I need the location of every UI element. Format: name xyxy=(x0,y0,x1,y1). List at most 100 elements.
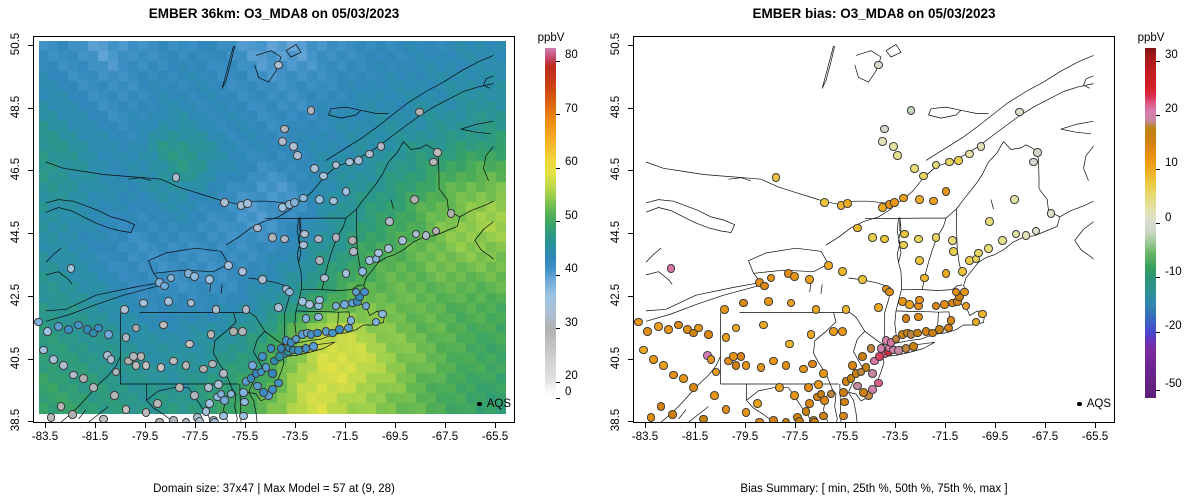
bias-map-panel: EMBER bias: O3_MDA8 on 05/03/2023 AQS -8… xyxy=(600,0,1200,502)
aqs-bias-dot xyxy=(910,163,920,173)
aqs-bias-dot xyxy=(805,399,815,408)
aqs-bias-dot xyxy=(642,326,652,336)
aqs-bias-dot xyxy=(781,417,791,422)
aqs-obs-dot xyxy=(306,105,316,115)
aqs-obs-dot xyxy=(410,195,420,204)
aqs-bias-dot xyxy=(856,367,866,377)
aqs-obs-dot xyxy=(224,261,233,270)
aqs-bias-dot xyxy=(829,326,838,336)
aqs-obs-dot xyxy=(121,405,131,414)
aqs-obs-dot xyxy=(205,399,215,408)
aqs-bias-dot xyxy=(899,193,908,203)
colorbar-tick xyxy=(1156,331,1160,333)
x-axis-tick xyxy=(395,423,396,428)
aqs-obs-dot xyxy=(280,234,290,244)
aqs-obs-dot xyxy=(131,323,141,333)
aqs-bias-dot xyxy=(731,361,741,371)
x-axis-tick-label: -81.5 xyxy=(81,431,109,443)
aqs-obs-dot xyxy=(247,361,257,371)
aqs-bias-dot xyxy=(752,399,762,408)
aqs-bias-dot xyxy=(965,149,975,159)
aqs-obs-dot xyxy=(421,231,431,240)
aqs-obs-dot xyxy=(159,320,168,330)
colorbar-tick xyxy=(1156,389,1160,391)
aqs-obs-dot xyxy=(346,316,356,325)
aqs-obs-dot xyxy=(169,356,178,366)
y-axis-tick xyxy=(28,295,33,297)
aqs-obs-dot xyxy=(190,272,200,281)
aqs-bias-dot xyxy=(699,414,708,422)
aqs-obs-dot xyxy=(79,374,88,383)
aqs-obs-dot xyxy=(124,356,133,366)
y-axis-tick-label: 38.5 xyxy=(610,409,622,432)
aqs-bias-dot xyxy=(951,287,961,297)
aqs-bias-dot xyxy=(961,301,971,311)
aqs-bias-dot xyxy=(766,273,776,283)
y-axis-tick xyxy=(628,45,633,46)
colorbar-tick-label: -10 xyxy=(1165,265,1182,278)
aqs-obs-dot xyxy=(139,298,148,308)
aqs-bias-dot xyxy=(960,287,970,297)
aqs-obs-dot xyxy=(314,234,323,244)
right-colorbar-title: ppbV xyxy=(1137,32,1165,44)
aqs-legend-left: AQS xyxy=(477,398,511,410)
aqs-obs-dot xyxy=(270,356,280,366)
aqs-dot-icon xyxy=(1077,401,1082,407)
colorbar-tick xyxy=(556,397,560,399)
colorbar-tick-label: 30 xyxy=(1165,49,1178,61)
aqs-bias-dot xyxy=(639,345,648,355)
aqs-bias-dot xyxy=(915,256,925,266)
aqs-obs-dot xyxy=(237,326,247,336)
aqs-bias-dot xyxy=(704,330,713,339)
aqs-bias-dot xyxy=(721,405,731,414)
aqs-bias-dot xyxy=(890,198,900,208)
aqs-bias-dot xyxy=(880,124,890,134)
y-axis-tick-label: 46.5 xyxy=(10,158,22,181)
colorbar-tick xyxy=(1156,168,1160,170)
y-axis-tick-label: 42.5 xyxy=(610,283,622,306)
aqs-obs-dot xyxy=(290,198,300,208)
aqs-obs-dot xyxy=(315,295,325,305)
aqs-bias-dot xyxy=(785,339,795,349)
aqs-obs-dot xyxy=(211,305,221,314)
aqs-bias-dot xyxy=(1011,229,1021,239)
x-axis-tick-label: -71.5 xyxy=(331,431,359,443)
aqs-bias-dot xyxy=(974,248,983,258)
aqs-bias-dot xyxy=(954,156,963,165)
colorbar-tick xyxy=(556,60,560,62)
aqs-obs-dot xyxy=(206,330,216,339)
x-axis-tick xyxy=(245,423,246,428)
aqs-obs-dot xyxy=(219,411,228,421)
aqs-bias-dot xyxy=(805,275,815,284)
y-axis-tick xyxy=(28,358,33,360)
aqs-obs-dot xyxy=(226,389,236,399)
aqs-bias-dot xyxy=(929,196,938,206)
aqs-bias-dot xyxy=(1021,231,1031,240)
aqs-obs-dot xyxy=(89,328,98,338)
bias-plot-area: AQS xyxy=(633,36,1115,423)
aqs-obs-dot xyxy=(220,395,230,405)
aqs-obs-dot xyxy=(106,355,116,364)
aqs-obs-dot xyxy=(309,342,318,351)
y-axis-tick-label: 50.5 xyxy=(10,32,22,56)
aqs-obs-dot xyxy=(374,248,383,258)
aqs-obs-dot xyxy=(365,149,375,159)
aqs-obs-dot xyxy=(56,402,66,411)
aqs-bias-dot xyxy=(807,359,817,369)
aqs-obs-dot xyxy=(256,367,266,377)
colorbar-tick xyxy=(1156,114,1160,116)
colorbar-tick-label: 10 xyxy=(1165,157,1178,170)
aqs-legend-label: AQS xyxy=(1086,398,1111,410)
colorbar-tick xyxy=(556,274,560,276)
aqs-bias-dot xyxy=(899,240,908,250)
x-axis-tick xyxy=(345,423,346,428)
left-panel-title: EMBER 36km: O3_MDA8 on 05/03/2023 xyxy=(148,6,400,21)
bias-colorbar: 30 20 10 0 -10 -20 -50 xyxy=(1145,48,1182,398)
aqs-bias-dot xyxy=(689,383,698,392)
aqs-obs-dot xyxy=(335,325,345,334)
aqs-obs-dot xyxy=(169,416,178,422)
aqs-bias-dot xyxy=(891,334,901,344)
y-axis-tick xyxy=(28,107,33,109)
aqs-obs-dot xyxy=(141,361,151,371)
aqs-obs-dot xyxy=(341,268,351,278)
